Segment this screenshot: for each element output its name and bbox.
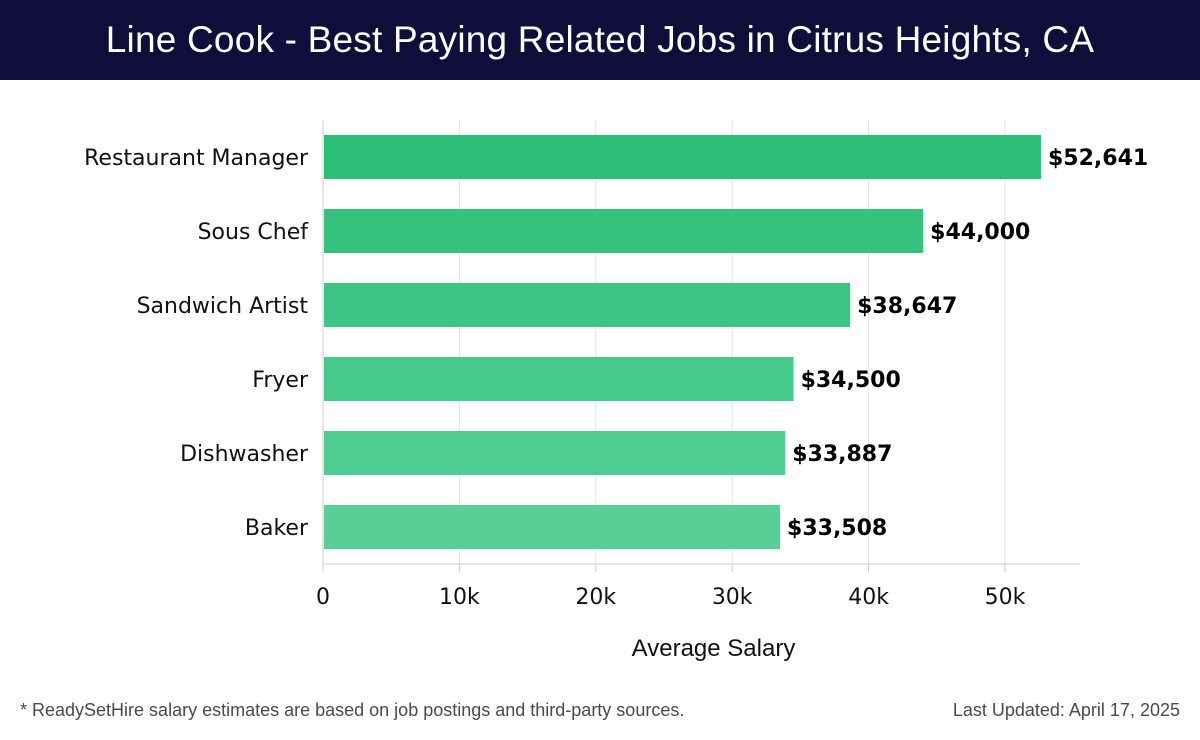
x-tick-label: 0 [316,585,330,610]
category-label: Restaurant Manager [84,146,309,171]
x-tick-label: 40k [848,585,889,610]
bars [324,135,1042,549]
x-tick-label: 20k [575,585,616,610]
x-tick-label: 10k [439,585,480,610]
category-label: Dishwasher [180,442,309,467]
value-label: $38,647 [857,294,957,319]
category-label: Sous Chef [198,220,310,245]
bar [324,135,1042,179]
bar [324,505,781,549]
x-axis-title: Average Salary [632,635,796,662]
category-label: Fryer [252,368,309,393]
x-tick-label: 30k [712,585,753,610]
footer-disclaimer: * ReadySetHire salary estimates are base… [20,700,685,720]
value-label: $44,000 [930,220,1030,245]
value-label: $33,508 [787,516,887,541]
labels: 0 10k 20k 30k 40k 50k Restaurant Manager $52,64… [84,146,1148,610]
bar [324,283,851,327]
category-label: Baker [245,516,309,541]
last-updated-date: Last Updated: April 17, 2025 [952,700,1180,720]
salary-bar-chart: 0 10k 20k 30k 40k 50k Restaurant Manager $52,64… [84,120,1148,662]
bar [324,357,794,401]
grid-lines [322,120,1080,572]
bar [324,431,786,475]
value-label: $52,641 [1048,146,1148,171]
value-label: $34,500 [801,368,901,393]
category-label: Sandwich Artist [137,294,309,319]
bar [324,209,924,253]
value-label: $33,887 [792,442,892,467]
chart-title: Line Cook - Best Paying Related Jobs in … [0,0,1200,80]
x-tick-label: 50k [985,585,1026,610]
